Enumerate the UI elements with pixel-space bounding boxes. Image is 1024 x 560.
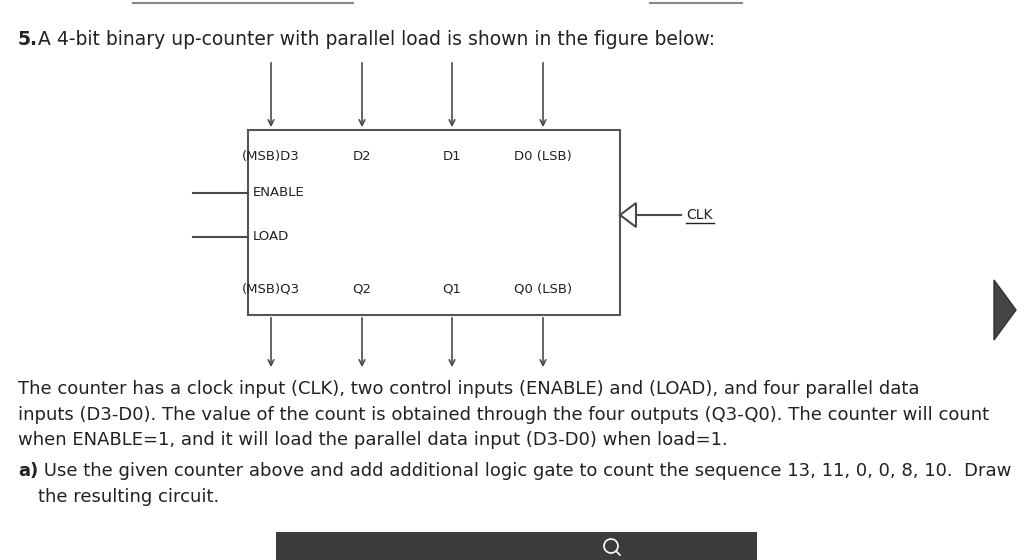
Text: (MSB)Q3: (MSB)Q3 <box>242 282 300 295</box>
Text: Page: Page <box>456 539 484 553</box>
Text: CLK: CLK <box>686 208 713 222</box>
Text: 5.: 5. <box>18 30 38 49</box>
Text: (MSB)D3: (MSB)D3 <box>242 150 300 163</box>
Text: LOAD: LOAD <box>253 231 289 244</box>
Text: —: — <box>564 539 578 553</box>
Bar <box>276 532 757 560</box>
Text: a): a) <box>18 462 38 480</box>
Text: Q1: Q1 <box>442 282 462 295</box>
Text: D2: D2 <box>352 150 372 163</box>
Text: The counter has a clock input (CLK), two control inputs (ENABLE) and (LOAD), and: The counter has a clock input (CLK), two… <box>18 380 989 449</box>
Text: D1: D1 <box>442 150 462 163</box>
Text: Q0 (LSB): Q0 (LSB) <box>514 282 572 295</box>
Text: 15: 15 <box>521 539 536 553</box>
Text: A 4-bit binary up-counter with parallel load is shown in the figure below:: A 4-bit binary up-counter with parallel … <box>32 30 715 49</box>
Text: Use the given counter above and add additional logic gate to count the sequence : Use the given counter above and add addi… <box>38 462 1012 506</box>
Text: Q2: Q2 <box>352 282 372 295</box>
Text: D0 (LSB): D0 (LSB) <box>514 150 571 163</box>
Polygon shape <box>994 280 1016 340</box>
Text: /: / <box>511 539 515 553</box>
Text: 10: 10 <box>496 539 511 553</box>
Bar <box>248 130 620 315</box>
Text: +: + <box>639 537 653 555</box>
Text: ENABLE: ENABLE <box>253 186 305 199</box>
